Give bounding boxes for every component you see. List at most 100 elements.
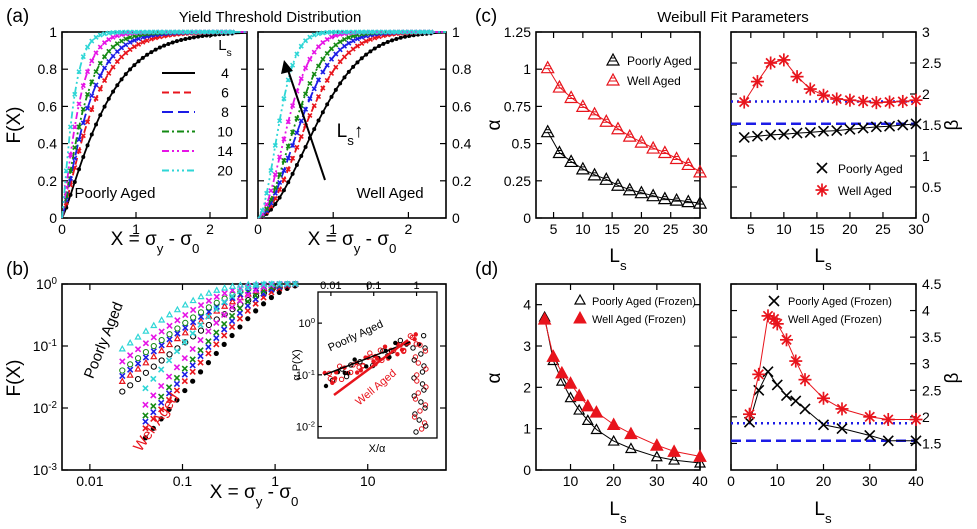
panel-b-point-b [150, 402, 157, 410]
panel-a-x-tick-label: 2 [405, 221, 413, 237]
panel-a-point-20-b [170, 29, 176, 35]
panel-a-curve-4 [61, 32, 248, 219]
panel-c-alpha-point-0-outline [622, 182, 637, 196]
panel-c-alpha-y-tick-label: 1 [523, 61, 531, 77]
panel-b-point [221, 290, 228, 297]
panel-b-inset-point [421, 420, 428, 426]
panel-b-point [189, 330, 196, 337]
panel-b-point [127, 352, 134, 359]
panel-a-point-8 [350, 38, 356, 44]
panel-b-inset-point [411, 375, 417, 381]
panel-b-point [221, 298, 228, 306]
panel-b-point [221, 284, 229, 291]
panel-a-point-20 [114, 29, 120, 35]
panel-b-point [291, 280, 299, 288]
panel-a-point-20-b [359, 29, 365, 35]
panel-b-point [244, 298, 251, 305]
panel-d-alpha-point-1 [624, 426, 638, 440]
panel-a-point-20 [199, 29, 205, 35]
panel-a-y-right-tick-label: 0 [452, 210, 460, 226]
panel-a-point-20-b [174, 29, 180, 35]
panel-b-inset-point [412, 336, 417, 342]
panel-a-xlabel: X = σy - σ0 [111, 229, 200, 256]
panel-d-alpha-y-tick-label: 0 [523, 462, 531, 478]
panel-c-alpha-frame [535, 31, 701, 219]
panel-a-point-20-b [119, 29, 125, 35]
panel-a-point-20-b [389, 29, 395, 35]
panel-b-point-b [142, 418, 149, 425]
panel-label-a: (a) [6, 6, 29, 27]
panel-c-beta-point-0 [738, 131, 750, 143]
panel-a-xlabel: X = σy - σ0 [308, 229, 397, 256]
panel-b-well-label: Well Aged [130, 390, 183, 455]
panel-c-alpha-point-1-outline [681, 157, 696, 171]
panel-b-inset-point [423, 423, 429, 429]
panel-a-poorly-label: Poorly Aged [75, 185, 156, 202]
panel-a-point-20-b [324, 29, 330, 36]
panel-b-point [126, 371, 134, 378]
panel-c-right-legend-poorly-marker-b [816, 162, 828, 174]
panel-c-alpha-point-1-outline [552, 79, 567, 93]
panel-b-point [213, 299, 220, 306]
panel-d-alpha-point-0 [573, 403, 586, 415]
panel-d-legend-poorly-marker [573, 293, 587, 305]
panel-a-curve-20 [61, 31, 247, 219]
panel-d-alpha-frame [535, 283, 701, 471]
panel-b-point-b [174, 330, 181, 337]
panel-b-point [205, 343, 212, 351]
panel-b-point-b [181, 365, 188, 372]
panel-b-point [150, 334, 157, 341]
panel-c-alpha-point-1 [681, 157, 696, 171]
panel-b-inset-point [415, 390, 421, 396]
panel-b-point-b [236, 288, 244, 295]
panel-a-y-tick-label: 0 [49, 210, 57, 226]
panel-d-beta-x-tick-label: 10 [769, 473, 785, 489]
panel-b-point-b [221, 298, 228, 306]
panel-c-beta-point-0 [831, 125, 843, 137]
panel-b-point [182, 339, 189, 346]
panel-b-point [174, 397, 180, 403]
panel-c-alpha-point-1-outline [610, 121, 626, 135]
panel-c-alpha-point-1 [692, 164, 708, 178]
panel-a-legend-entry: 10 [217, 124, 233, 140]
panel-c-beta-point-0-b [751, 130, 763, 142]
panel-b-point-b [221, 311, 228, 318]
panel-c-alpha-point-0 [587, 167, 602, 181]
panel-b-point [221, 311, 228, 318]
panel-b-inset-point [414, 378, 420, 384]
panel-b-inset-point [417, 408, 423, 414]
panel-c-alpha-point-1 [657, 145, 672, 159]
panel-a-point-20 [268, 167, 274, 174]
panel-b-point-b [127, 366, 134, 373]
panel-a-point-20-b [114, 29, 120, 35]
panel-a-point-8-b [350, 38, 356, 44]
panel-a-ylabel: F(X) [4, 107, 25, 144]
panel-c-alpha-point-1 [622, 128, 637, 142]
panel-b-point-b [236, 297, 244, 304]
panel-b-point [166, 336, 173, 343]
panel-d-beta-point-1-ray [753, 369, 764, 380]
panel-c-alpha-point-1 [564, 90, 579, 104]
panel-a-point-20-b [333, 29, 339, 35]
panel-b-point [150, 375, 157, 383]
panel-b-point-b [181, 377, 188, 385]
panel-c-alpha-point-0-outline [587, 167, 602, 181]
panel-d-alpha-point-1 [563, 376, 578, 389]
panel-c-alpha-point-0-outline [610, 178, 626, 191]
panel-d-alpha-x-tick-label: 20 [606, 473, 622, 489]
panel-c-beta-point-1-ray [818, 90, 829, 101]
panel-b-point-b [165, 390, 173, 397]
panel-b-inset-ytick-label: 100 [298, 316, 315, 331]
panel-b-point [119, 388, 126, 395]
panel-a-point-20-b [204, 29, 210, 35]
panel-b-point-b [221, 326, 228, 333]
panel-b-point [142, 435, 149, 441]
panel-c-alpha-point-0 [575, 161, 590, 175]
panel-c-beta-y-tick-label: 2 [922, 86, 930, 102]
panel-b-point [173, 380, 181, 388]
panel-d-beta-line-1 [749, 314, 916, 420]
panel-b-inset-point [422, 345, 428, 351]
panel-c-beta-point-0-b [910, 118, 922, 130]
panel-b-point-b [291, 280, 299, 288]
panel-b-point [236, 309, 244, 317]
